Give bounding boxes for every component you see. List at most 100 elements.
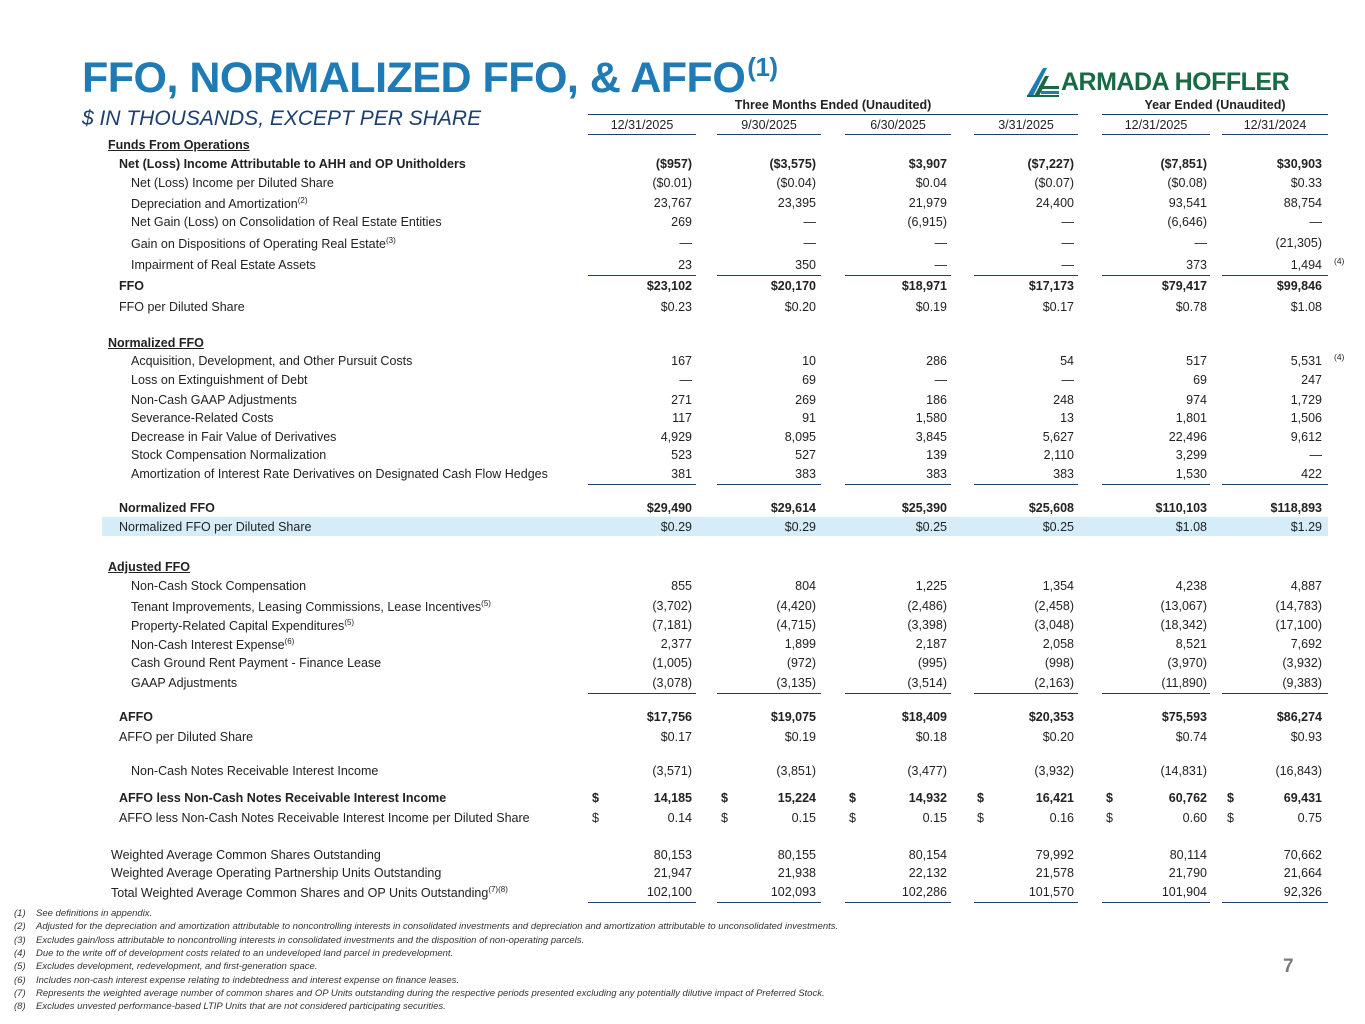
table-cell: (3,477) [907,764,947,778]
row-label-text: AFFO less Non-Cash Notes Receivable Inte… [119,811,530,825]
currency-symbol: $ [592,791,599,805]
table-cell: — [1309,448,1323,462]
footnote-text: Excludes unvested performance-based LTIP… [36,1001,446,1013]
column-header: 12/31/2024 [1243,118,1307,132]
table-cell: $0.19 [784,730,816,744]
subtotal-rule [588,484,696,485]
table-cell: $86,274 [1276,710,1322,724]
table-cell: (995) [917,656,947,670]
table-cell: — [1309,215,1323,229]
table-cell: (3,851) [776,764,816,778]
footnote-text: See definitions in appendix. [36,908,153,919]
row-label-text: Net Gain (Loss) on Consolidation of Real… [131,215,442,229]
table-cell: — [934,236,948,250]
table-cell: 23,395 [777,196,816,210]
table-cell: 383 [795,467,816,481]
table-cell: $0.04 [915,176,947,190]
row-label: AFFO [119,710,153,724]
table-cell: (972) [786,656,816,670]
row-label-text: Non-Cash GAAP Adjustments [131,393,297,407]
table-cell: 69,431 [1283,791,1322,805]
table-cell: $0.93 [1290,730,1322,744]
table-cell: $99,846 [1276,279,1322,293]
table-cell: $0.25 [915,520,947,534]
table-cell: $0.17 [1042,300,1074,314]
table-cell: $0.78 [1175,300,1207,314]
currency-symbol: $ [1106,791,1113,805]
table-cell: 8,521 [1175,637,1207,651]
table-cell: 117 [672,411,692,425]
subtotal-rule [845,484,951,485]
row-label: Non-Cash Notes Receivable Interest Incom… [131,764,378,778]
table-cell: (7,181) [652,618,692,632]
table-cell: 855 [671,579,692,593]
row-label-text: FFO per Diluted Share [119,300,245,314]
table-cell: $1.08 [1175,520,1207,534]
table-cell: $0.74 [1175,730,1207,744]
table-cell: (6,646) [1167,215,1207,229]
table-cell: $30,903 [1276,157,1322,171]
table-cell: (2,486) [907,599,947,613]
footnote: (4) Due to the write off of development c… [14,948,453,959]
table-cell: — [1194,236,1208,250]
table-cell: $0.19 [915,300,947,314]
footnote: (3) Excludes gain/loss attributable to no… [14,935,584,946]
table-cell: 271 [671,393,692,407]
table-cell: 527 [795,448,816,462]
table-cell: 383 [926,467,947,481]
table-cell: $0.33 [1290,176,1322,190]
subtotal-rule [588,693,696,694]
row-label-text: Gain on Dispositions of Operating Real E… [131,237,386,252]
footnote-text: Excludes gain/loss attributable to nonco… [36,934,585,946]
footnote-ref: (7)(8) [488,885,508,894]
table-cell: 93,541 [1168,196,1207,210]
row-label-text: Normalized FFO per Diluted Share [119,520,312,534]
table-cell: 91 [802,411,816,425]
table-cell: 79,992 [1035,848,1074,862]
row-label: Impairment of Real Estate Assets [131,258,316,272]
table-cell: 54 [1060,354,1074,368]
currency-symbol: $ [721,791,728,805]
row-label: Gain on Dispositions of Operating Real E… [131,236,396,251]
table-cell: 186 [926,393,947,407]
table-cell: $79,417 [1161,279,1207,293]
table-cell: — [1061,236,1075,250]
row-label: Stock Compensation Normalization [131,448,326,462]
footnote-text: Includes non-cash interest expense relat… [36,974,460,986]
group-header-year: Year Ended (Unaudited) [1144,98,1286,112]
subtotal-rule [1102,275,1210,276]
table-cell: $17,756 [646,710,692,724]
table-cell: 80,153 [653,848,692,862]
table-cell: 80,155 [777,848,816,862]
table-cell: (4,420) [776,599,816,613]
row-label: Total Weighted Average Common Shares and… [111,885,508,900]
row-label: Depreciation and Amortization(2) [131,196,308,211]
table-cell: 2,110 [1043,448,1074,462]
table-cell: 2,058 [1042,637,1074,651]
table-cell: (14,831) [1160,764,1207,778]
table-cell: — [934,373,948,387]
footnote-text: Excludes development, redevelopment, and… [36,961,318,973]
footnote: (7) Represents the weighted average numbe… [14,988,825,999]
table-cell: $0.20 [1042,730,1074,744]
table-cell: 24,400 [1035,196,1074,210]
table-cell: 517 [1186,354,1207,368]
table-cell: ($7,227) [1027,157,1074,171]
table-cell: $20,353 [1028,710,1074,724]
table-cell: 10 [802,354,816,368]
table-cell: 5,531 [1290,354,1322,368]
table-cell: 3,845 [915,430,947,444]
table-cell: 269 [795,393,816,407]
table-cell: $25,608 [1028,501,1074,515]
table-cell: 60,762 [1168,791,1207,805]
subtotal-rule [717,693,821,694]
table-cell: 974 [1186,393,1207,407]
subtotal-rule [588,275,696,276]
footnote-ref: (4) [1334,256,1345,266]
table-cell: $1.29 [1290,520,1322,534]
table-cell: 4,887 [1290,579,1322,593]
table-cell: 22,132 [908,866,947,880]
table-cell: $19,075 [770,710,816,724]
table-cell: (14,783) [1275,599,1322,613]
table-cell: 7,692 [1290,637,1322,651]
